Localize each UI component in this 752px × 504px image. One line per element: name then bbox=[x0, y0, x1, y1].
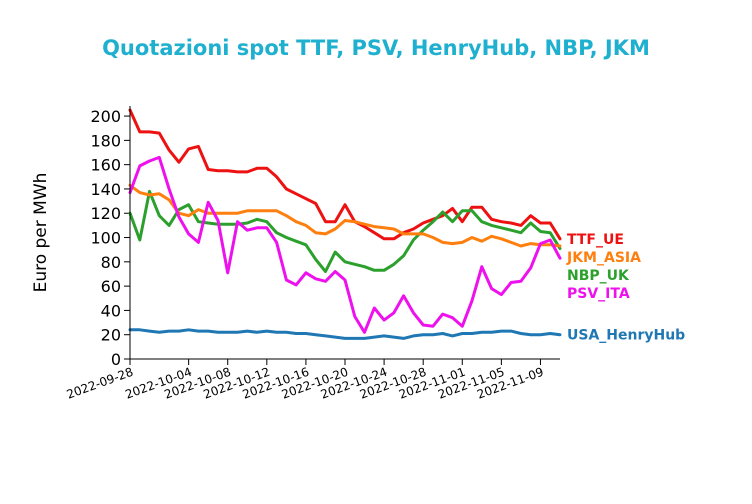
y-axis-ticks: 0 20 40 60 80 100 120 140 160 180 200 bbox=[90, 107, 130, 369]
y-tick-label: 0 bbox=[111, 350, 121, 369]
y-tick-label: 40 bbox=[101, 301, 121, 320]
y-tick-label: 200 bbox=[90, 107, 121, 126]
chart-title: Quotazioni spot TTF, PSV, HenryHub, NBP,… bbox=[102, 36, 650, 60]
series-line-psv_ita bbox=[128, 155, 562, 334]
series-labels: TTF_UE JKM_ASIA NBP_UK PSV_ITA USA_HenryHub bbox=[566, 232, 685, 344]
series-line-nbp_uk bbox=[128, 189, 562, 273]
y-tick-label: 120 bbox=[90, 204, 121, 223]
y-tick-label: 180 bbox=[90, 131, 121, 150]
series-label-nbp_uk: NBP_UK bbox=[567, 268, 630, 284]
y-tick-label: 100 bbox=[90, 229, 121, 248]
y-tick-label: 140 bbox=[90, 180, 121, 199]
y-tick-label: 80 bbox=[101, 253, 121, 272]
y-tick-label: 60 bbox=[101, 277, 121, 296]
y-tick-label: 20 bbox=[101, 326, 121, 345]
series-line-jkm_asia bbox=[128, 183, 562, 248]
series-label-ttf_ue: TTF_UE bbox=[567, 232, 624, 248]
x-tick-label: 2022-09-28 bbox=[65, 365, 135, 402]
series-line-ttf_ue bbox=[128, 108, 562, 241]
x-axis-ticks: 2022-09-282022-10-042022-10-082022-10-12… bbox=[65, 359, 545, 402]
series-line-usa_henryhub bbox=[128, 328, 562, 340]
series-label-psv_ita: PSV_ITA bbox=[567, 286, 630, 302]
series-lines bbox=[128, 108, 562, 340]
series-label-jkm_asia: JKM_ASIA bbox=[566, 250, 641, 266]
y-tick-label: 160 bbox=[90, 156, 121, 175]
y-axis-label: Euro per MWh bbox=[31, 173, 51, 293]
series-label-usa_henryhub: USA_HenryHub bbox=[567, 328, 685, 344]
